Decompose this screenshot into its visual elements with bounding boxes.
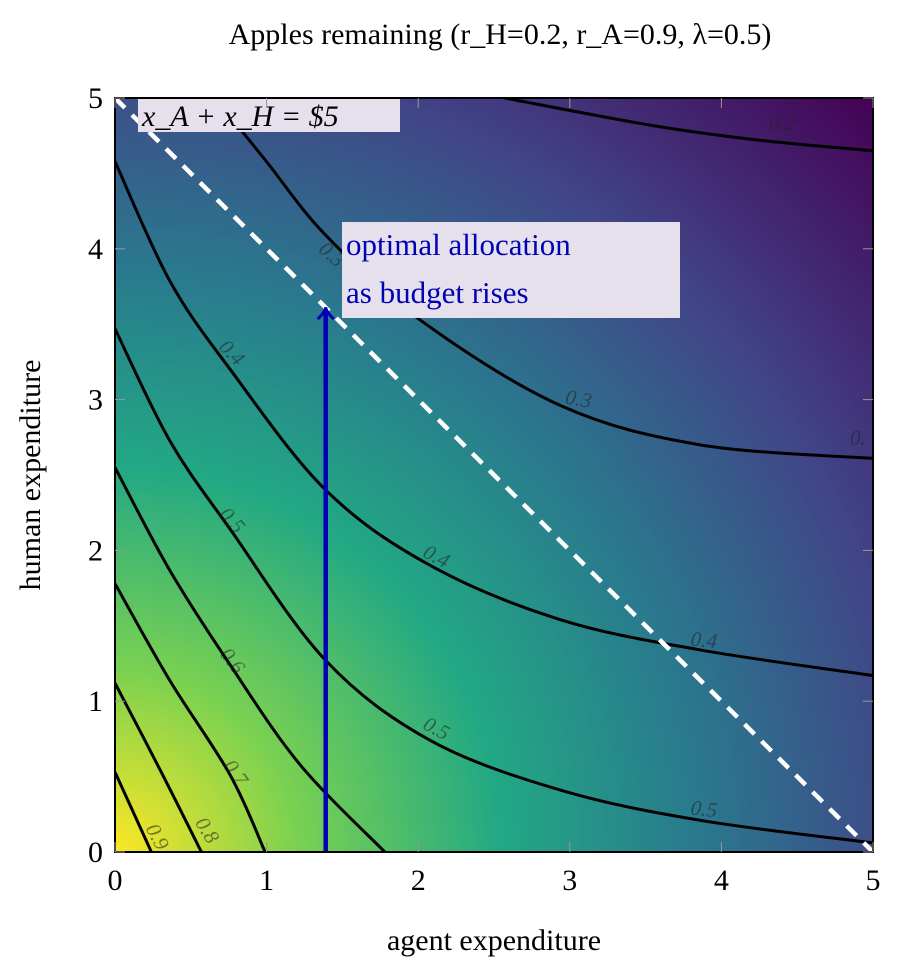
contour-line-0.2: [504, 98, 873, 153]
y-tick-label: 0: [88, 836, 103, 869]
annotation-line-1: optimal allocation: [346, 227, 571, 262]
contour-label: 0.: [850, 426, 866, 450]
contour-line-0.8: [115, 682, 203, 852]
x-axis-label: agent expenditure: [387, 924, 601, 957]
budget-line: [113, 96, 875, 854]
contour-line-0.6: [115, 466, 386, 852]
plot-frame: [114, 97, 874, 853]
contour-line-0.5: [115, 328, 873, 845]
y-tick-label: 1: [88, 685, 103, 718]
y-axis-label: human expenditure: [14, 360, 47, 591]
x-tick-label: 5: [866, 864, 881, 897]
x-tick-label: 0: [108, 864, 123, 897]
annotation-box: [342, 222, 680, 318]
arrow-head-icon: [316, 306, 335, 321]
contour-label: 0.4: [690, 627, 719, 654]
contour-lines: [115, 98, 873, 852]
contour-line-0.4: [115, 160, 873, 678]
x-tick-label: 2: [411, 864, 426, 897]
y-tick-label: 5: [88, 82, 103, 115]
y-tick-label: 3: [88, 384, 103, 417]
annotation-line-2: as budget rises: [346, 275, 529, 310]
contour-line-0.7: [115, 582, 267, 852]
contour-label: 0.3: [564, 385, 594, 413]
budget-label-box: [138, 99, 400, 132]
x-tick-label: 3: [562, 864, 577, 897]
contour-label: 0.5: [690, 796, 719, 823]
contour-line-0.9: [115, 771, 153, 852]
axis-ticks: 0 1 2 3 4 5 0 1 2 3 4 5: [88, 82, 881, 897]
x-tick-label: 1: [259, 864, 274, 897]
x-tick-label: 4: [714, 864, 729, 897]
contour-line-0.3: [213, 98, 873, 460]
chart-title: Apples remaining (r_H=0.2, r_A=0.9, λ=0.…: [229, 18, 772, 51]
contour-label: 0.2: [769, 110, 797, 135]
y-tick-label: 4: [88, 233, 103, 266]
y-tick-label: 2: [88, 534, 103, 567]
budget-label: x_A + x_H = $5: [141, 100, 339, 133]
